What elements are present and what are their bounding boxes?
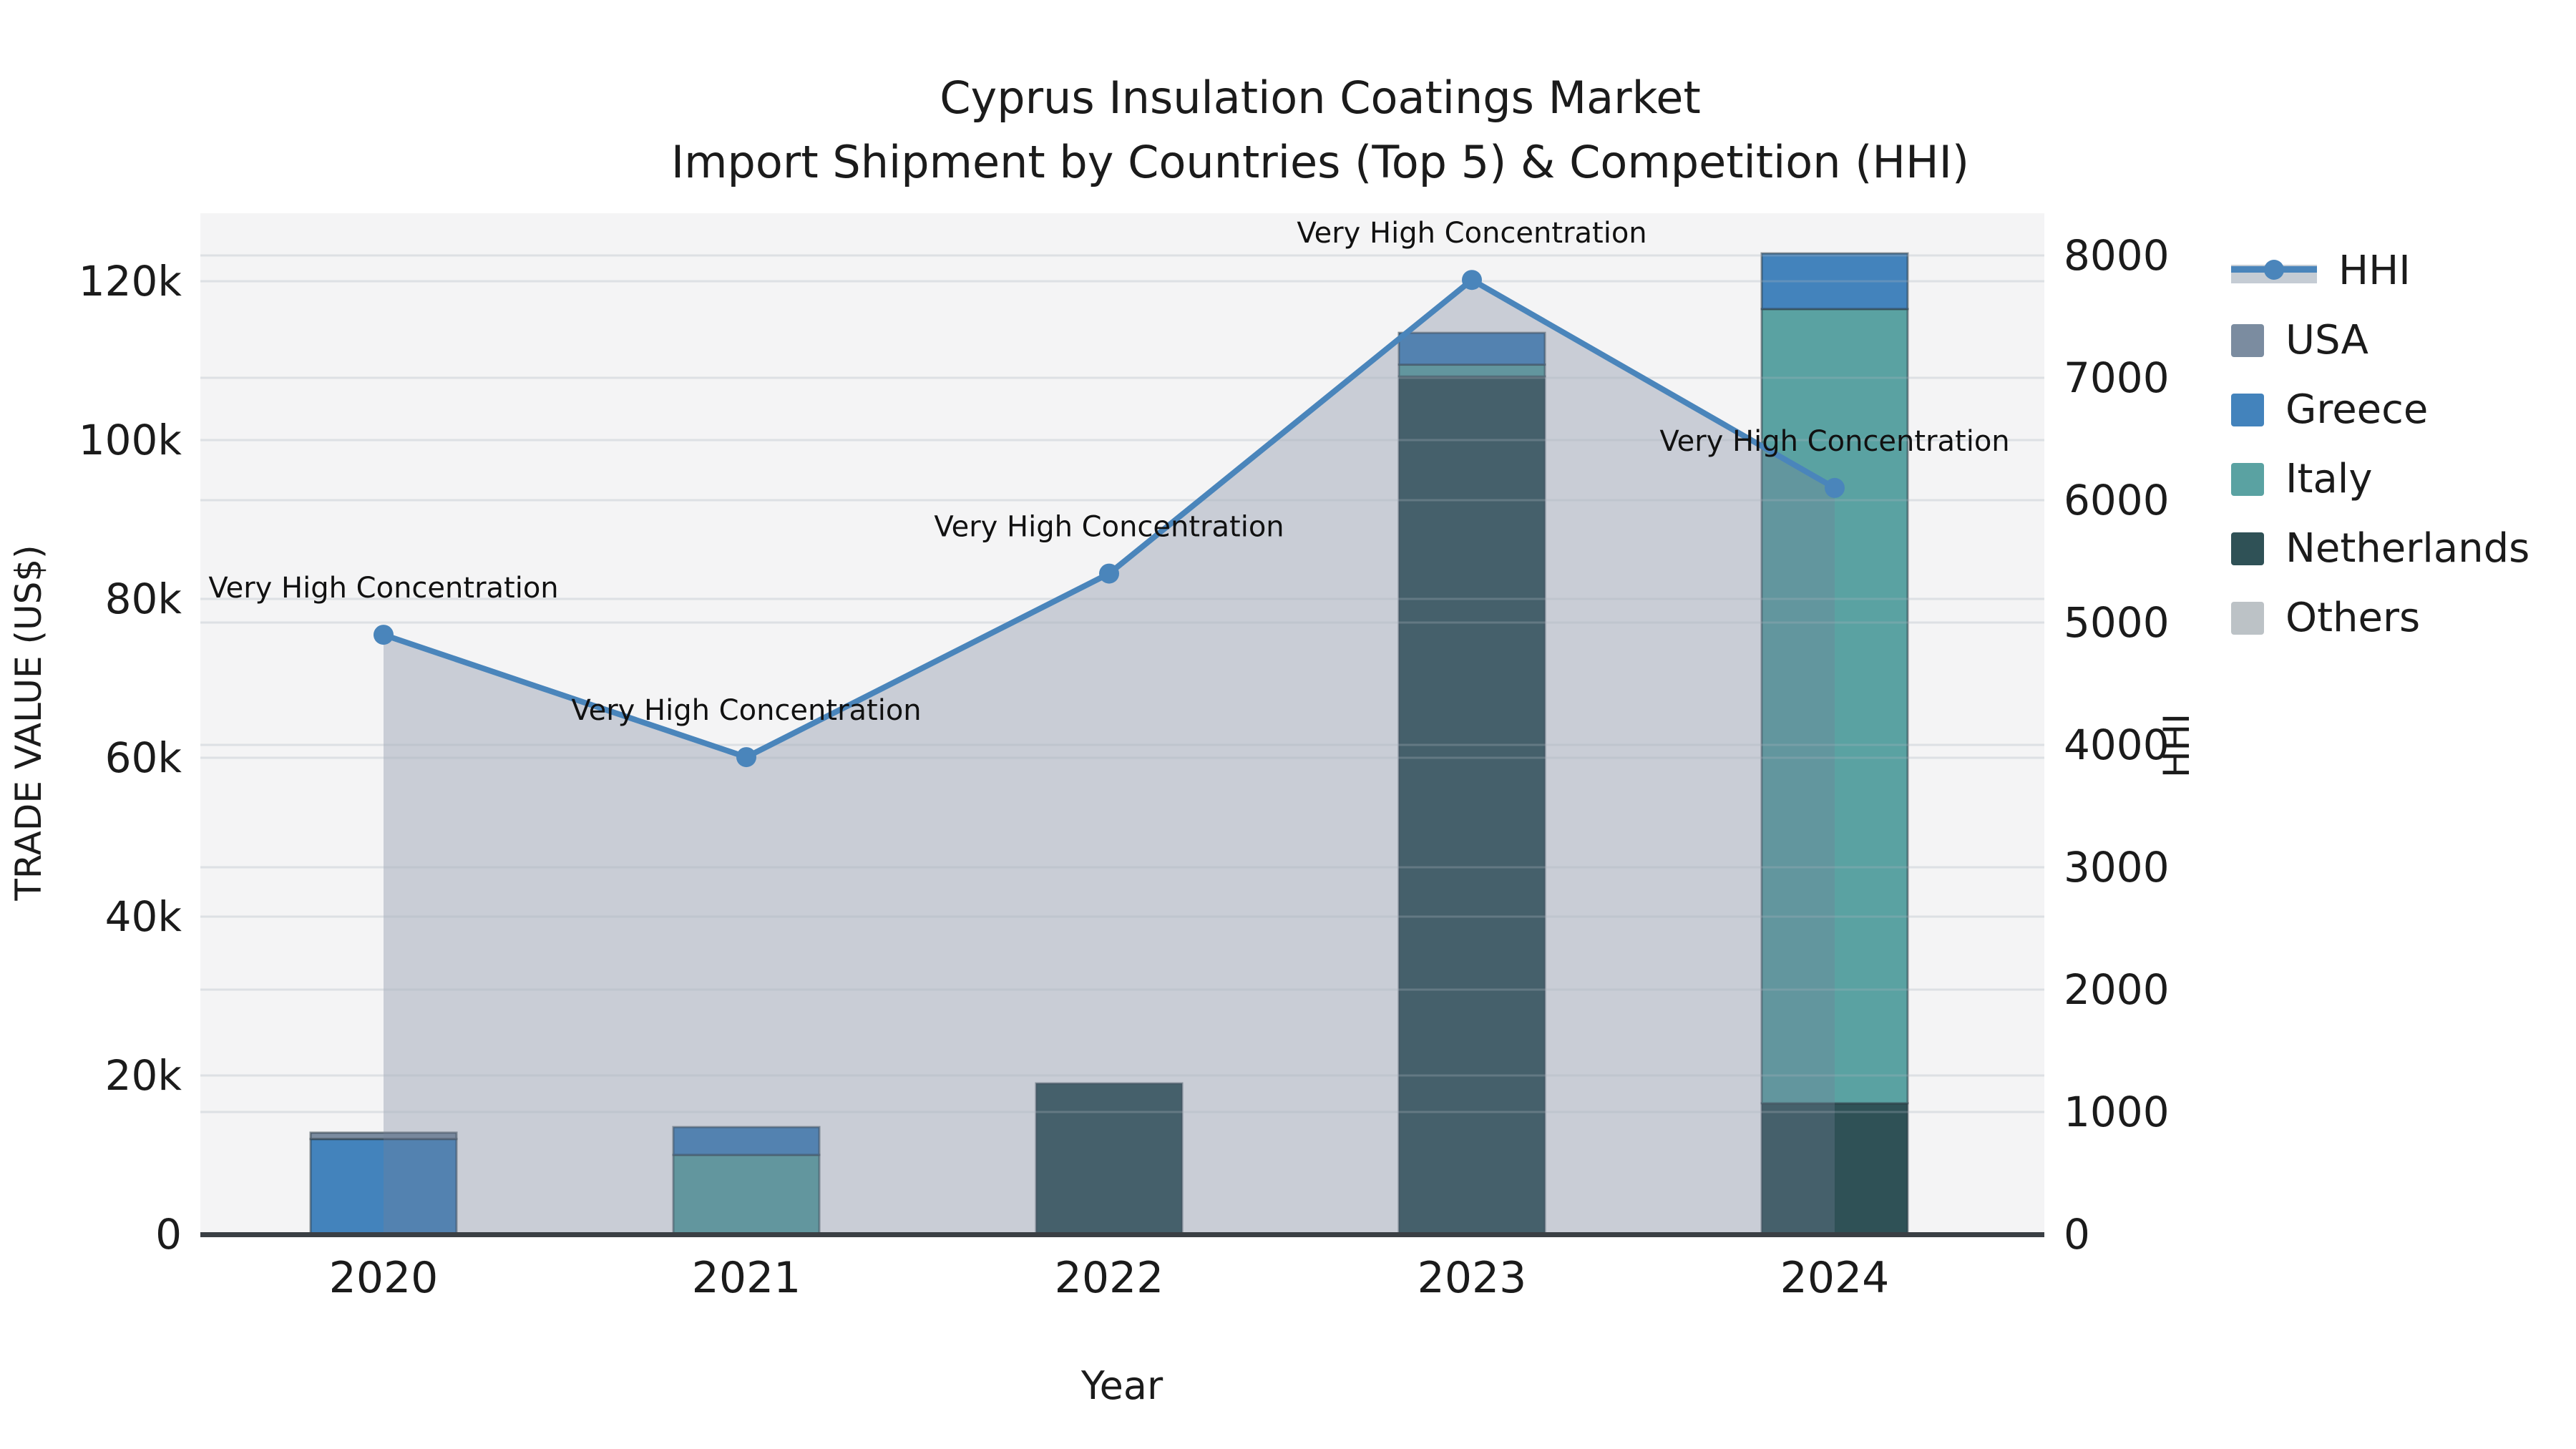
legend-label-italy: Italy bbox=[2285, 456, 2373, 502]
left-axis-title: TRADE VALUE (US$) bbox=[8, 545, 49, 901]
legend-hhi-dot bbox=[2264, 259, 2284, 280]
legend: HHI USA Greece Italy Netherlands Others bbox=[2231, 236, 2529, 653]
chart-title-line2: Import Shipment by Countries (Top 5) & C… bbox=[670, 135, 1970, 188]
right-axis-title: HHI bbox=[2156, 713, 2197, 778]
x-axis-title: Year bbox=[1080, 1363, 1163, 1408]
hhi-annotation-2021: Very High Concentration bbox=[571, 694, 921, 727]
right-tick-label: 0 bbox=[2064, 1210, 2090, 1259]
x-tick-label-2023: 2023 bbox=[1418, 1253, 1527, 1303]
bar-segment-greece-2023 bbox=[1397, 331, 1546, 366]
chart-title: Cyprus Insulation Coatings Market Import… bbox=[671, 66, 1969, 195]
legend-label-usa: USA bbox=[2285, 317, 2368, 364]
legend-item-others: Others bbox=[2231, 583, 2529, 653]
right-tick-label: 8000 bbox=[2064, 231, 2170, 280]
right-tick-label: 6000 bbox=[2064, 476, 2170, 525]
hhi-annotation-2023: Very High Concentration bbox=[1297, 217, 1646, 250]
plot-area bbox=[200, 213, 2044, 1234]
bar-segment-greece-2021 bbox=[672, 1126, 821, 1156]
hhi-marker-2024 bbox=[1825, 477, 1845, 498]
hhi-marker-2021 bbox=[736, 747, 756, 768]
left-tick-label: 100k bbox=[79, 416, 182, 464]
bar-segment-usa-2020 bbox=[309, 1131, 458, 1141]
left-tick-label: 80k bbox=[105, 575, 182, 623]
right-tick-label: 7000 bbox=[2064, 353, 2170, 402]
right-tick-label: 5000 bbox=[2064, 598, 2170, 647]
legend-label-netherlands: Netherlands bbox=[2285, 525, 2530, 572]
hhi-annotation-2024: Very High Concentration bbox=[1659, 425, 2009, 458]
hhi-annotation-2020: Very High Concentration bbox=[208, 572, 558, 605]
legend-label-others: Others bbox=[2285, 595, 2421, 641]
right-tick-label: 2000 bbox=[2064, 965, 2170, 1014]
legend-label-hhi: HHI bbox=[2338, 248, 2411, 294]
legend-hhi-line-icon bbox=[2231, 255, 2317, 288]
bar-segment-italy-2021 bbox=[672, 1153, 821, 1236]
x-tick-label-2024: 2024 bbox=[1780, 1253, 1890, 1303]
legend-swatch-usa bbox=[2231, 323, 2264, 357]
legend-item-hhi: HHI bbox=[2231, 236, 2529, 306]
legend-item-usa: USA bbox=[2231, 306, 2529, 375]
left-tick-label: 40k bbox=[105, 892, 182, 941]
right-tick-label: 4000 bbox=[2064, 721, 2170, 769]
right-tick-label: 1000 bbox=[2064, 1088, 2170, 1136]
legend-swatch-others bbox=[2231, 601, 2264, 635]
legend-swatch-italy bbox=[2231, 462, 2264, 496]
legend-item-netherlands: Netherlands bbox=[2231, 514, 2529, 583]
hhi-marker-2022 bbox=[1099, 563, 1119, 584]
legend-item-italy: Italy bbox=[2231, 444, 2529, 514]
legend-label-greece: Greece bbox=[2285, 386, 2429, 433]
hhi-marker-2020 bbox=[374, 625, 394, 645]
legend-item-greece: Greece bbox=[2231, 375, 2529, 444]
left-tick-label: 60k bbox=[105, 733, 182, 782]
hhi-annotation-2022: Very High Concentration bbox=[934, 511, 1284, 544]
hhi-marker-2023 bbox=[1462, 270, 1482, 291]
left-tick-label: 120k bbox=[79, 257, 182, 306]
x-tick-label-2022: 2022 bbox=[1055, 1253, 1164, 1303]
legend-swatch-netherlands bbox=[2231, 532, 2264, 565]
bar-segment-greece-2020 bbox=[309, 1138, 458, 1236]
x-tick-label-2020: 2020 bbox=[329, 1253, 439, 1303]
legend-swatch-greece bbox=[2231, 393, 2264, 426]
right-tick-label: 3000 bbox=[2064, 843, 2170, 892]
left-tick-label: 20k bbox=[105, 1051, 182, 1100]
left-tick-label: 0 bbox=[155, 1210, 182, 1259]
hhi-area-fill bbox=[384, 280, 1835, 1235]
x-tick-label-2021: 2021 bbox=[692, 1253, 801, 1303]
bar-segment-italy-2024 bbox=[1760, 308, 1909, 1105]
x-axis-line bbox=[200, 1232, 2044, 1237]
chart-title-line1: Cyprus Insulation Coatings Market bbox=[940, 72, 1701, 124]
bar-segment-greece-2024 bbox=[1760, 252, 1909, 311]
